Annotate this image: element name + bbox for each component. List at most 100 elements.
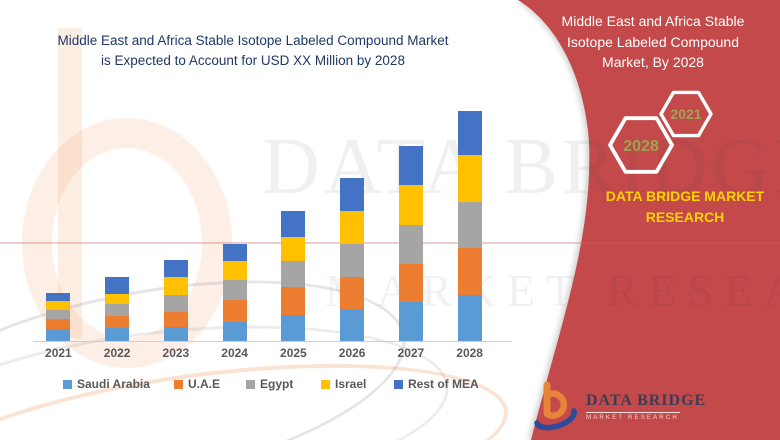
stacked-bar-chart: 2021 2022 2023 2024 2025 2026 2027 2028 Saudi A… <box>0 0 540 393</box>
bar-segment-2027-rest-of-mea <box>398 146 423 185</box>
bar-segment-2022-egypt <box>105 304 130 316</box>
legend-item-israel: Israel <box>321 377 366 391</box>
bar-segment-2023-saudi-arabia <box>163 327 188 341</box>
bar-segment-2023-u-a-e <box>163 312 188 327</box>
bar-2023 <box>163 260 188 341</box>
company-logo-icon <box>534 382 577 431</box>
company-logo-text: DATA BRIDGE MARKET RESEARCH <box>586 382 706 434</box>
bar-segment-2022-saudi-arabia <box>105 328 130 341</box>
legend-swatch-icon <box>63 379 72 389</box>
bar-segment-2026-rest-of-mea <box>340 178 365 211</box>
bar-segment-2025-saudi-arabia <box>281 315 306 341</box>
legend-swatch-icon <box>321 379 330 389</box>
bar-segment-2022-rest-of-mea <box>105 277 130 294</box>
bar-2025 <box>281 211 306 341</box>
bar-segment-2021-egypt <box>46 310 71 319</box>
company-logo-name: DATA BRIDGE <box>586 392 707 409</box>
brand-wordmark: DATA BRIDGE MARKET RESEARCH <box>585 186 780 228</box>
x-axis-label-2024: 2024 <box>221 346 248 360</box>
legend-item-rest-of-mea: Rest of MEA <box>394 377 479 391</box>
bar-segment-2024-u-a-e <box>222 300 247 322</box>
hexagon-2028-label: 2028 <box>623 138 659 155</box>
bar-segment-2023-egypt <box>163 295 188 312</box>
x-axis-label-2023: 2023 <box>162 346 190 360</box>
x-axis-label-2028: 2028 <box>456 346 483 360</box>
legend-item-saudi-arabia: Saudi Arabia <box>63 377 150 391</box>
year-hexagons: 2021 2028 <box>608 90 713 174</box>
bar-segment-2024-israel <box>222 261 247 280</box>
bar-segment-2025-egypt <box>281 261 306 287</box>
bar-segment-2027-israel <box>398 185 423 225</box>
bar-segment-2021-saudi-arabia <box>46 329 71 341</box>
bar-segment-2025-rest-of-mea <box>281 211 306 237</box>
bar-2026 <box>340 178 365 341</box>
legend-item-u-a-e: U.A.E <box>174 377 220 391</box>
bar-segment-2024-rest-of-mea <box>222 244 247 261</box>
chart-legend: Saudi Arabia U.A.E Egypt Israel Rest of MEA <box>0 377 540 393</box>
bar-2027 <box>398 146 423 341</box>
company-logo-underline <box>586 412 680 413</box>
brand-wordmark-line1: DATA BRIDGE MARKET <box>605 188 765 204</box>
bar-segment-2022-israel <box>105 294 130 304</box>
panel-title-line2: Isotope Labeled Compound <box>566 33 740 50</box>
legend-swatch-icon <box>246 379 255 389</box>
chart-headline-line2: is Expected to Account for USD XX Millio… <box>101 53 405 68</box>
bar-segment-2024-egypt <box>222 280 247 300</box>
x-axis-label-2027: 2027 <box>397 346 425 360</box>
bar-segment-2021-u-a-e <box>46 319 71 329</box>
bar-segment-2027-egypt <box>398 225 423 264</box>
bar-segment-2028-rest-of-mea <box>457 111 482 155</box>
hexagon-2021 <box>659 90 713 138</box>
legend-swatch-icon <box>394 379 403 389</box>
bar-segment-2025-u-a-e <box>281 287 306 315</box>
bar-segment-2022-u-a-e <box>105 316 130 328</box>
chart-headline: Middle East and Africa Stable Isotope La… <box>28 31 478 71</box>
bar-segment-2026-israel <box>340 211 365 244</box>
bars-plot-area <box>29 0 499 341</box>
bar-segment-2028-u-a-e <box>457 248 482 295</box>
x-axis-label-2025: 2025 <box>280 346 307 360</box>
company-logo: DATA BRIDGE MARKET RESEARCH <box>534 382 706 434</box>
bar-segment-2021-israel <box>46 301 71 310</box>
legend-label: U.A.E <box>188 377 221 391</box>
bar-segment-2023-israel <box>163 277 188 295</box>
legend-label: Rest of MEA <box>408 377 479 391</box>
bar-segment-2027-u-a-e <box>398 264 423 302</box>
bar-segment-2021-rest-of-mea <box>46 293 71 301</box>
legend-swatch-icon <box>174 379 183 389</box>
company-logo-subtext: MARKET RESEARCH <box>586 415 679 421</box>
bar-segment-2026-u-a-e <box>340 277 365 309</box>
panel-title: Middle East and Africa Stable Isotope La… <box>540 11 766 73</box>
bar-segment-2028-israel <box>457 155 482 202</box>
bar-segment-2026-egypt <box>340 244 365 277</box>
x-axis-label-2021: 2021 <box>45 346 72 360</box>
panel-title-line1: Middle East and Africa Stable <box>561 13 745 29</box>
bar-2024 <box>222 244 247 341</box>
x-axis-labels: 2021 2022 2023 2024 2025 2026 2027 2028 <box>29 346 499 360</box>
bar-2028 <box>457 111 482 341</box>
x-axis-line <box>33 341 512 342</box>
bar-segment-2026-saudi-arabia <box>340 309 365 341</box>
legend-label: Egypt <box>260 377 294 391</box>
bar-segment-2025-israel <box>281 237 306 261</box>
hexagon-2021-label: 2021 <box>670 106 701 122</box>
panel-title-line3: Market, By 2028 <box>602 54 704 70</box>
brand-wordmark-line2: RESEARCH <box>645 209 725 225</box>
legend-label: Saudi Arabia <box>77 377 150 391</box>
bar-segment-2024-saudi-arabia <box>222 322 247 341</box>
bar-2021 <box>46 293 71 341</box>
bar-2022 <box>105 277 130 341</box>
legend-label: Israel <box>335 377 367 391</box>
bar-segment-2028-saudi-arabia <box>457 295 482 341</box>
chart-headline-line1: Middle East and Africa Stable Isotope La… <box>57 33 449 48</box>
x-axis-label-2026: 2026 <box>338 346 366 360</box>
hexagon-2028 <box>608 116 674 174</box>
x-axis-label-2022: 2022 <box>103 346 131 360</box>
bar-segment-2023-rest-of-mea <box>163 260 188 277</box>
bar-segment-2027-saudi-arabia <box>398 302 423 341</box>
watermark-horizontal-line <box>0 242 780 244</box>
bar-segment-2028-egypt <box>457 202 482 248</box>
legend-item-egypt: Egypt <box>246 377 293 391</box>
